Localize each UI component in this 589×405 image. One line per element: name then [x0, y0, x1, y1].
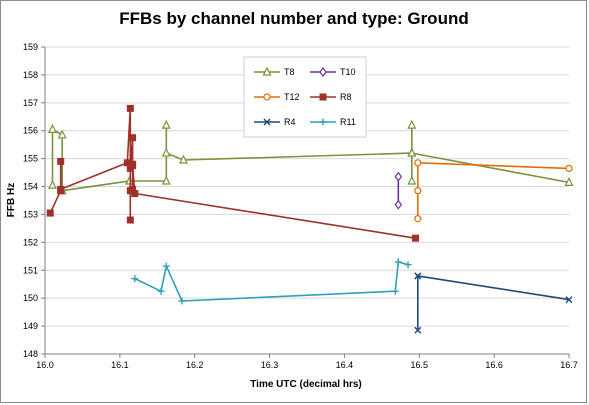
series-r8 [46, 104, 420, 242]
data-point-r4 [565, 296, 573, 304]
x-tick-label: 16.0 [36, 360, 54, 370]
data-point-t12 [414, 215, 422, 223]
data-point-t8 [161, 119, 171, 129]
data-point-t8 [407, 147, 417, 157]
x-tick-label: 16.7 [560, 360, 578, 370]
data-point-t12 [414, 159, 422, 167]
y-tick-labels: 148 149 150 151 152 153 154 155 156 157 158 159 [23, 42, 38, 359]
data-point-r8 [126, 216, 134, 224]
legend-marker-t10 [319, 67, 327, 77]
series-group [46, 104, 574, 334]
legend-item-t12: T12 [254, 92, 300, 102]
data-point-t10 [394, 171, 403, 182]
data-point-r11 [178, 297, 186, 305]
x-tick-label: 16.4 [336, 360, 354, 370]
legend-marker-r8 [319, 93, 327, 101]
y-tick-label: 152 [23, 237, 38, 247]
legend-marker-t12 [263, 93, 271, 101]
series-t12 [414, 159, 573, 223]
x-tick-label: 16.2 [186, 360, 204, 370]
legend-item-r11: R11 [310, 117, 356, 127]
legend-item-r4: R4 [254, 117, 296, 127]
data-point-r8 [129, 134, 137, 142]
data-point-r8 [46, 209, 54, 217]
legend-item-t10: T10 [310, 67, 356, 77]
legend-marker-t8 [262, 66, 272, 76]
y-tick-label: 154 [23, 182, 38, 192]
data-point-r11 [394, 258, 402, 266]
data-point-r11 [391, 287, 399, 295]
legend: T8 T10 T12 R8 R4 R11 [243, 56, 367, 138]
series-r11 [131, 258, 412, 305]
data-point-t10 [394, 199, 403, 210]
legend-item-t8: T8 [254, 66, 295, 77]
legend-label-r4: R4 [284, 117, 296, 127]
data-point-r11 [157, 287, 165, 295]
data-point-t8 [161, 175, 171, 185]
data-point-t8 [48, 179, 57, 189]
data-point-t8 [48, 123, 57, 133]
data-point-r8 [412, 234, 420, 242]
data-point-r11 [162, 262, 170, 270]
legend-label-r11: R11 [340, 117, 356, 127]
data-point-t12 [565, 164, 573, 173]
data-point-r11 [131, 275, 139, 283]
data-point-r8 [131, 190, 139, 198]
data-point-t8 [57, 129, 67, 139]
y-axis-label: FFB Hz [6, 183, 17, 217]
data-point-t8 [407, 119, 417, 129]
y-tick-label: 148 [23, 349, 38, 359]
y-tick-label: 149 [23, 321, 38, 331]
series-r4 [414, 272, 573, 334]
y-tick-label: 158 [23, 70, 38, 80]
legend-marker-r11 [319, 118, 327, 126]
data-point-r4 [414, 272, 422, 280]
series-line-r4 [416, 275, 570, 332]
series-line-r11 [134, 261, 409, 302]
data-point-r4 [414, 326, 422, 334]
legend-item-r8: R8 [310, 92, 352, 102]
data-point-t8 [161, 147, 171, 157]
chart-title: FFBs by channel number and type: Ground [119, 9, 468, 28]
legend-marker-r4 [263, 118, 271, 126]
y-tick-label: 157 [23, 98, 38, 108]
y-tick-label: 153 [23, 209, 38, 219]
axes [41, 46, 570, 358]
data-point-r8 [57, 185, 65, 193]
x-tick-label: 16.6 [485, 360, 503, 370]
x-tick-label: 16.3 [261, 360, 279, 370]
data-point-t8 [179, 154, 188, 164]
x-axis-label: Time UTC (decimal hrs) [250, 379, 362, 390]
y-tick-label: 155 [23, 154, 38, 164]
data-point-t12 [414, 187, 422, 195]
y-tick-label: 151 [23, 265, 38, 275]
legend-label-r8: R8 [340, 92, 352, 102]
series-line-t12 [416, 162, 570, 219]
data-point-r8 [126, 104, 134, 112]
y-tick-label: 156 [23, 126, 38, 136]
data-point-t8 [564, 177, 574, 186]
x-tick-label: 16.1 [111, 360, 129, 370]
series-t8 [48, 119, 574, 195]
legend-label-t10: T10 [340, 67, 356, 77]
series-t10 [394, 171, 403, 210]
legend-label-t8: T8 [284, 67, 295, 77]
data-point-t8 [407, 175, 417, 185]
x-tick-labels: 16.0 16.1 16.2 16.3 16.4 16.5 16.6 16.7 [36, 360, 578, 370]
data-point-r11 [404, 261, 412, 269]
data-point-r8 [129, 162, 137, 170]
y-tick-label: 159 [23, 42, 38, 52]
y-tick-label: 150 [23, 293, 38, 303]
legend-label-t12: T12 [284, 92, 300, 102]
x-tick-label: 16.5 [411, 360, 429, 370]
data-point-r8 [57, 157, 65, 165]
